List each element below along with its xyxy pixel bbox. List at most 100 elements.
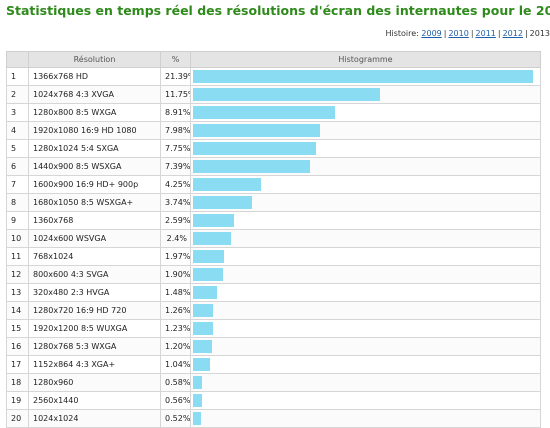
row-resolution: 800x600 4:3 SVGA bbox=[28, 265, 161, 284]
table-row: 15 1920x1200 8:5 WUXGA 1.23% bbox=[6, 319, 541, 338]
row-index: 20 bbox=[6, 409, 29, 428]
row-resolution: 1280x768 5:3 WXGA bbox=[28, 337, 161, 356]
row-histogram bbox=[190, 409, 541, 428]
row-resolution: 1024x1024 bbox=[28, 409, 161, 428]
histogram-bar bbox=[193, 268, 223, 281]
histogram-bar bbox=[193, 286, 217, 299]
histogram-bar bbox=[193, 394, 202, 407]
table-row: 14 1280x720 16:9 HD 720 1.26% bbox=[6, 301, 541, 320]
histogram-bar bbox=[193, 142, 316, 155]
history-link-2009[interactable]: 2009 bbox=[421, 29, 442, 38]
row-histogram bbox=[190, 175, 541, 194]
row-resolution: 1920x1200 8:5 WUXGA bbox=[28, 319, 161, 338]
histogram-bar bbox=[193, 250, 224, 263]
row-index: 12 bbox=[6, 265, 29, 284]
row-resolution: 1152x864 4:3 XGA+ bbox=[28, 355, 161, 374]
row-percent: 21.39% bbox=[160, 67, 191, 86]
row-percent: 1.20% bbox=[160, 337, 191, 356]
table-row: 3 1280x800 8:5 WXGA 8.91% bbox=[6, 103, 541, 122]
row-index: 1 bbox=[6, 67, 29, 86]
history-link-2010[interactable]: 2010 bbox=[448, 29, 469, 38]
row-resolution: 320x480 2:3 HVGA bbox=[28, 283, 161, 302]
row-percent: 0.52% bbox=[160, 409, 191, 428]
row-histogram bbox=[190, 301, 541, 320]
row-percent: 4.25% bbox=[160, 175, 191, 194]
header-resolution: Résolution bbox=[28, 51, 161, 68]
row-index: 6 bbox=[6, 157, 29, 176]
history-nav: Histoire: 2009 | 2010 | 2011 | 2012 | 2013 bbox=[385, 29, 550, 38]
row-resolution: 1600x900 16:9 HD+ 900p bbox=[28, 175, 161, 194]
table-row: 5 1280x1024 5:4 SXGA 7.75% bbox=[6, 139, 541, 158]
row-histogram bbox=[190, 157, 541, 176]
header-index bbox=[6, 51, 29, 68]
row-resolution: 1440x900 8:5 WSXGA bbox=[28, 157, 161, 176]
row-resolution: 1680x1050 8:5 WSXGA+ bbox=[28, 193, 161, 212]
row-index: 9 bbox=[6, 211, 29, 230]
row-index: 14 bbox=[6, 301, 29, 320]
history-label: Histoire: bbox=[385, 29, 419, 38]
histogram-bar bbox=[193, 304, 213, 317]
row-resolution: 1360x768 bbox=[28, 211, 161, 230]
row-index: 17 bbox=[6, 355, 29, 374]
histogram-bar bbox=[193, 322, 213, 335]
histogram-bar bbox=[193, 106, 335, 119]
row-index: 10 bbox=[6, 229, 29, 248]
table-row: 16 1280x768 5:3 WXGA 1.20% bbox=[6, 337, 541, 356]
row-resolution: 1920x1080 16:9 HD 1080 bbox=[28, 121, 161, 140]
row-percent: 2.59% bbox=[160, 211, 191, 230]
row-percent: 1.48% bbox=[160, 283, 191, 302]
row-percent: 1.26% bbox=[160, 301, 191, 320]
table-row: 4 1920x1080 16:9 HD 1080 7.98% bbox=[6, 121, 541, 140]
separator: | bbox=[497, 29, 501, 38]
row-resolution: 2560x1440 bbox=[28, 391, 161, 410]
row-histogram bbox=[190, 265, 541, 284]
table-row: 19 2560x1440 0.56% bbox=[6, 391, 541, 410]
resolution-table: Résolution % Histogramme 1 1366x768 HD 21.… bbox=[6, 51, 541, 428]
table-row: 8 1680x1050 8:5 WSXGA+ 3.74% bbox=[6, 193, 541, 212]
row-percent: 11.75% bbox=[160, 85, 191, 104]
row-percent: 8.91% bbox=[160, 103, 191, 122]
row-percent: 1.90% bbox=[160, 265, 191, 284]
row-resolution: 1024x600 WSVGA bbox=[28, 229, 161, 248]
row-resolution: 1280x1024 5:4 SXGA bbox=[28, 139, 161, 158]
row-resolution: 1366x768 HD bbox=[28, 67, 161, 86]
row-index: 19 bbox=[6, 391, 29, 410]
row-histogram bbox=[190, 391, 541, 410]
row-histogram bbox=[190, 355, 541, 374]
row-index: 11 bbox=[6, 247, 29, 266]
row-percent: 1.23% bbox=[160, 319, 191, 338]
table-row: 20 1024x1024 0.52% bbox=[6, 409, 541, 428]
histogram-bar bbox=[193, 214, 234, 227]
row-index: 13 bbox=[6, 283, 29, 302]
page-title: Statistiques en temps réel des résolutio… bbox=[6, 3, 550, 18]
separator: | bbox=[470, 29, 474, 38]
row-resolution: 1024x768 4:3 XVGA bbox=[28, 85, 161, 104]
row-histogram bbox=[190, 121, 541, 140]
histogram-bar bbox=[193, 70, 533, 83]
history-link-2011[interactable]: 2011 bbox=[475, 29, 496, 38]
table-row: 13 320x480 2:3 HVGA 1.48% bbox=[6, 283, 541, 302]
row-percent: 1.97% bbox=[160, 247, 191, 266]
table-row: 6 1440x900 8:5 WSXGA 7.39% bbox=[6, 157, 541, 176]
histogram-bar bbox=[193, 376, 202, 389]
row-histogram bbox=[190, 85, 541, 104]
row-index: 16 bbox=[6, 337, 29, 356]
histogram-bar bbox=[193, 88, 380, 101]
table-row: 12 800x600 4:3 SVGA 1.90% bbox=[6, 265, 541, 284]
table-header-row: Résolution % Histogramme bbox=[6, 51, 541, 68]
row-histogram bbox=[190, 139, 541, 158]
histogram-bar bbox=[193, 178, 261, 191]
histogram-bar bbox=[193, 124, 320, 137]
row-histogram bbox=[190, 229, 541, 248]
histogram-bar bbox=[193, 196, 252, 209]
histogram-bar bbox=[193, 358, 210, 371]
histogram-bar bbox=[193, 340, 212, 353]
row-index: 8 bbox=[6, 193, 29, 212]
row-percent: 0.58% bbox=[160, 373, 191, 392]
histogram-bar bbox=[193, 232, 231, 245]
row-histogram bbox=[190, 247, 541, 266]
history-link-2012[interactable]: 2012 bbox=[502, 29, 523, 38]
row-percent: 1.04% bbox=[160, 355, 191, 374]
